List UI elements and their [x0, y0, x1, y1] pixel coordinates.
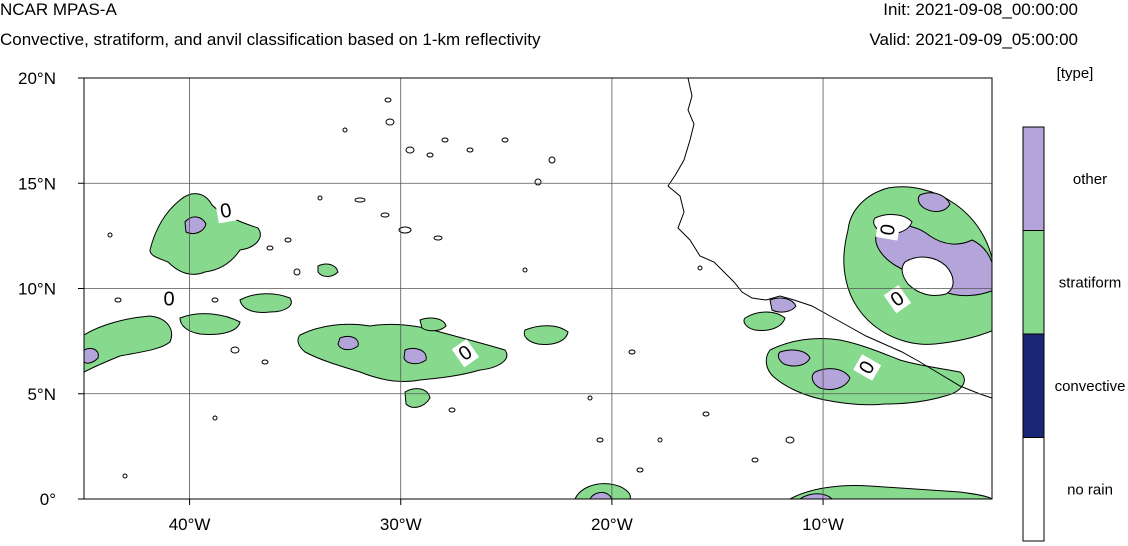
- other-region: [337, 335, 359, 351]
- cell-contour: [548, 156, 556, 164]
- cell-contour: [522, 267, 528, 273]
- contour-label: 0: [876, 222, 900, 237]
- cell-contour: [266, 245, 274, 251]
- cell-contour: [380, 212, 390, 218]
- stratiform-region: [149, 193, 261, 275]
- cell-contour: [284, 237, 292, 243]
- cell-contour: [448, 407, 456, 413]
- cell-contour: [107, 232, 113, 238]
- cell-contour: [628, 349, 636, 355]
- coastline: [667, 78, 992, 399]
- cell-contour: [230, 346, 240, 354]
- colorbar-label: convective: [1055, 378, 1126, 395]
- cell-contour: [501, 137, 509, 143]
- cell-contour: [426, 152, 434, 158]
- cell-contour: [317, 195, 323, 201]
- lon-tick-label: 10°W: [802, 515, 844, 534]
- other-region: [769, 297, 797, 313]
- lat-tick-label: 15°N: [18, 174, 56, 193]
- axis-ticks: 40°W 30°W 20°W 10°W 0° 5°N 10°N 15°N 20°N: [18, 69, 844, 534]
- cell-contour: [702, 411, 710, 417]
- cell-contour: [785, 436, 795, 444]
- cell-contour: [385, 118, 395, 126]
- lat-tick-label: 20°N: [18, 69, 56, 88]
- cell-contour: [596, 437, 604, 443]
- other-region: [777, 349, 811, 367]
- other-region: [589, 491, 613, 499]
- cell-contour: [261, 359, 269, 365]
- stratiform-region: [179, 313, 241, 335]
- valid-time: Valid: 2021-09-09_05:00:00: [869, 30, 1078, 49]
- other-region: [184, 216, 207, 235]
- cell-contour: [384, 97, 392, 103]
- colorbar-label: no rain: [1067, 481, 1113, 498]
- colorbar-swatch: [1022, 126, 1045, 231]
- colorbar-label: other: [1073, 171, 1107, 188]
- precip-classification-fill: [84, 186, 992, 499]
- colorbar-swatch: [1022, 230, 1045, 335]
- lat-tick-label: 0°: [40, 490, 56, 509]
- other-region: [811, 368, 851, 391]
- cell-contour: [212, 415, 218, 421]
- stratiform-region: [523, 325, 569, 345]
- stratiform-region: [84, 315, 173, 373]
- gridlines: [84, 78, 992, 499]
- colorbar-label: stratiform: [1059, 274, 1122, 291]
- cell-contour: [354, 197, 366, 203]
- model-title: NCAR MPAS-A: [0, 0, 117, 19]
- other-region: [84, 347, 99, 364]
- lon-tick-label: 20°W: [591, 515, 633, 534]
- cell-contour: [114, 297, 122, 303]
- cell-contour: [587, 395, 593, 401]
- stratiform-region: [789, 485, 992, 499]
- colorbar-title: [type]: [1057, 65, 1094, 82]
- cell-contour: [398, 226, 412, 234]
- contour-cells: [107, 97, 795, 479]
- cell-contour: [751, 457, 759, 463]
- lon-tick-label: 40°W: [169, 515, 211, 534]
- stratiform-region: [574, 483, 631, 499]
- stratiform-region: [317, 263, 339, 277]
- cell-contour: [211, 297, 219, 303]
- cell-contour: [534, 178, 542, 186]
- cell-contour: [636, 467, 644, 473]
- stratiform-region: [419, 317, 447, 332]
- cell-contour: [342, 127, 348, 133]
- contour-labels: 0 0 0 0 0 0: [160, 198, 912, 381]
- colorbar-swatch: [1022, 333, 1045, 438]
- cell-contour: [122, 473, 128, 479]
- colorbar-swatch: [1022, 437, 1045, 542]
- cell-contour: [697, 265, 703, 271]
- cell-contour: [657, 437, 663, 443]
- cell-contour: [433, 235, 443, 241]
- plot-description: Convective, stratiform, and anvil classi…: [0, 30, 541, 49]
- init-time: Init: 2021-09-08_00:00:00: [883, 0, 1078, 19]
- no-rain-region: [901, 256, 954, 297]
- stratiform-region: [404, 388, 431, 408]
- stratiform-region: [743, 311, 786, 331]
- cell-contour: [441, 137, 449, 143]
- lat-tick-label: 10°N: [18, 280, 56, 299]
- lat-tick-label: 5°N: [27, 385, 56, 404]
- cell-contour: [293, 268, 301, 276]
- lon-tick-label: 30°W: [380, 515, 422, 534]
- colorbar: other stratiform convective no rain: [1022, 126, 1126, 542]
- stratiform-region: [239, 293, 292, 313]
- contour-label: 0: [163, 288, 174, 310]
- contour-label: 0: [218, 199, 233, 223]
- other-region: [403, 347, 427, 365]
- cell-contour: [405, 146, 415, 154]
- other-region: [917, 192, 951, 212]
- cell-contour: [466, 147, 474, 153]
